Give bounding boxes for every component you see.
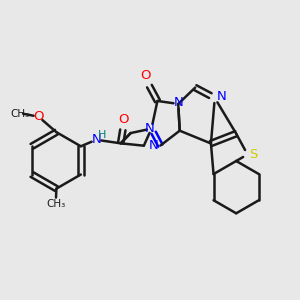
Text: N: N — [173, 96, 183, 109]
Text: O: O — [140, 69, 151, 82]
Text: O: O — [33, 110, 44, 123]
Text: S: S — [249, 148, 258, 161]
Text: CH₃: CH₃ — [46, 200, 65, 209]
Text: N: N — [145, 122, 155, 135]
Text: CH₃: CH₃ — [11, 109, 30, 119]
Text: N: N — [92, 133, 101, 146]
Text: O: O — [118, 113, 129, 126]
Text: N: N — [217, 90, 226, 103]
Text: N: N — [149, 139, 159, 152]
Text: H: H — [98, 130, 106, 140]
